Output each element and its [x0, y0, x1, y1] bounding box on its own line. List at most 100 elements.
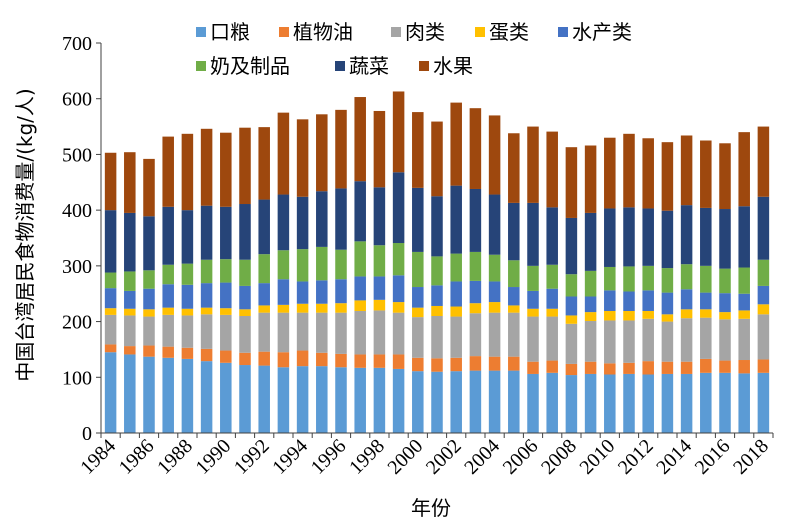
- bar-segment-1991-2: [239, 316, 251, 353]
- bar-segment-2005-5: [508, 260, 520, 288]
- bar-segment-2015-3: [700, 309, 712, 318]
- y-tick-label: 500: [62, 144, 92, 166]
- bar-segment-1991-4: [239, 285, 251, 310]
- bar-segment-2018-7: [757, 126, 770, 197]
- bar-segment-1998-3: [373, 299, 386, 311]
- bar-segment-2002-2: [450, 316, 462, 358]
- bar-segment-2001-1: [431, 358, 443, 372]
- x-tick-label: 1988: [153, 435, 197, 479]
- bar-segment-2005-7: [508, 133, 520, 203]
- bar-segment-2006-7: [527, 126, 539, 203]
- bar-segment-1992-5: [258, 254, 270, 284]
- x-tick-label: 2010: [575, 435, 619, 479]
- bar-segment-1998-7: [373, 110, 386, 188]
- bar-segment-2005-4: [508, 287, 520, 306]
- legend-label-3: 蛋类: [489, 20, 529, 44]
- bar-segment-2006-3: [527, 308, 539, 317]
- legend-swatch-1: [279, 27, 289, 37]
- legend-label-5: 奶及制品: [210, 54, 290, 78]
- bar-segment-2008-0: [565, 375, 578, 433]
- bar-segment-1994-5: [296, 249, 309, 282]
- bar-segment-2005-0: [508, 370, 520, 433]
- bar-segment-2018-5: [757, 259, 770, 286]
- bar-segment-2005-3: [508, 305, 520, 313]
- bar-segment-2016-4: [719, 293, 731, 313]
- bar-segment-2012-2: [642, 318, 654, 362]
- bar-segment-1987-4: [162, 284, 174, 308]
- bar-segment-1996-3: [335, 303, 347, 313]
- bar-segment-2015-7: [700, 140, 712, 208]
- bar-segment-2011-5: [623, 266, 635, 292]
- bar-segment-2015-1: [700, 358, 712, 373]
- bar-segment-1992-2: [258, 312, 270, 352]
- bar-segment-2014-7: [680, 135, 693, 206]
- bar-segment-2016-7: [719, 143, 731, 210]
- bar-segment-1997-3: [354, 300, 366, 311]
- y-tick-label: 0: [82, 423, 92, 445]
- bar-segment-2011-4: [623, 291, 635, 311]
- bar-segment-1999-0: [392, 368, 405, 433]
- bar-segment-2015-2: [700, 317, 712, 359]
- x-axis: 1984198619881990199219941996199820002002…: [76, 432, 774, 479]
- bar-segment-2002-0: [450, 371, 462, 433]
- bar-segment-1988-7: [181, 133, 194, 211]
- bar-segment-1993-5: [277, 250, 290, 280]
- bar-segment-2018-0: [757, 372, 770, 433]
- bar-segment-1996-0: [335, 367, 347, 433]
- bar-segment-1992-6: [258, 199, 270, 255]
- bar-segment-2016-2: [719, 319, 731, 361]
- bar-segment-1988-4: [181, 284, 194, 309]
- bar-segment-2000-4: [412, 287, 424, 308]
- bar-segment-2004-2: [488, 312, 501, 357]
- bar-segment-1999-4: [392, 275, 405, 303]
- bar-segment-2015-6: [700, 207, 712, 266]
- x-tick-label: 1994: [268, 435, 312, 479]
- bar-segment-1992-7: [258, 127, 270, 200]
- x-tick-label: 2006: [499, 435, 543, 479]
- bar-segment-2007-3: [546, 308, 558, 317]
- bar-segment-2006-6: [527, 202, 539, 266]
- bar-segment-2010-5: [604, 266, 616, 291]
- bar-segment-1990-4: [220, 282, 232, 309]
- bar-segment-1987-3: [162, 307, 174, 315]
- bar-segment-2009-6: [584, 212, 597, 271]
- bar-segment-1999-5: [392, 243, 405, 276]
- bar-segment-1987-7: [162, 136, 174, 207]
- bar-segment-2004-7: [488, 115, 501, 195]
- bar-segment-2017-3: [738, 310, 750, 319]
- bar-segment-2016-1: [719, 360, 731, 373]
- bar-segment-2000-6: [412, 187, 424, 252]
- legend-label-0: 口粮: [210, 20, 250, 44]
- bar-segment-2009-2: [584, 321, 597, 362]
- bar-segment-2003-0: [469, 370, 482, 433]
- bar-segment-2007-2: [546, 316, 558, 361]
- bar-segment-2014-4: [680, 289, 693, 310]
- bar-segment-2011-6: [623, 207, 635, 267]
- bar-segment-1999-3: [392, 302, 405, 313]
- bar-segment-2001-7: [431, 121, 443, 197]
- bar-segment-2012-7: [642, 138, 654, 209]
- bar-segment-1986-1: [143, 345, 155, 357]
- bar-segment-2003-3: [469, 303, 482, 314]
- bar-segment-2002-4: [450, 281, 462, 307]
- bar-segment-1984-5: [104, 272, 117, 289]
- bar-segment-2017-4: [738, 293, 750, 311]
- bar-segment-1988-3: [181, 308, 194, 316]
- bar-segment-1994-2: [296, 312, 309, 351]
- bar-segment-2004-1: [488, 356, 501, 371]
- legend-swatch-4: [558, 27, 568, 37]
- bar-segment-1988-6: [181, 210, 194, 264]
- bar-segment-1994-7: [296, 119, 309, 197]
- bar-segment-2009-0: [584, 373, 597, 433]
- bar-segment-1994-1: [296, 350, 309, 367]
- bar-segment-1990-3: [220, 308, 232, 315]
- bar-segment-1984-2: [104, 314, 117, 345]
- bar-segment-1993-4: [277, 279, 290, 305]
- bar-segment-1992-1: [258, 351, 270, 366]
- bar-segment-1995-6: [316, 191, 328, 247]
- bar-segment-2011-7: [623, 133, 635, 208]
- bar-segment-2012-1: [642, 361, 654, 375]
- x-tick-label: 1998: [345, 435, 389, 479]
- bar-segment-2014-2: [680, 318, 693, 362]
- bar-segment-2013-1: [661, 361, 674, 374]
